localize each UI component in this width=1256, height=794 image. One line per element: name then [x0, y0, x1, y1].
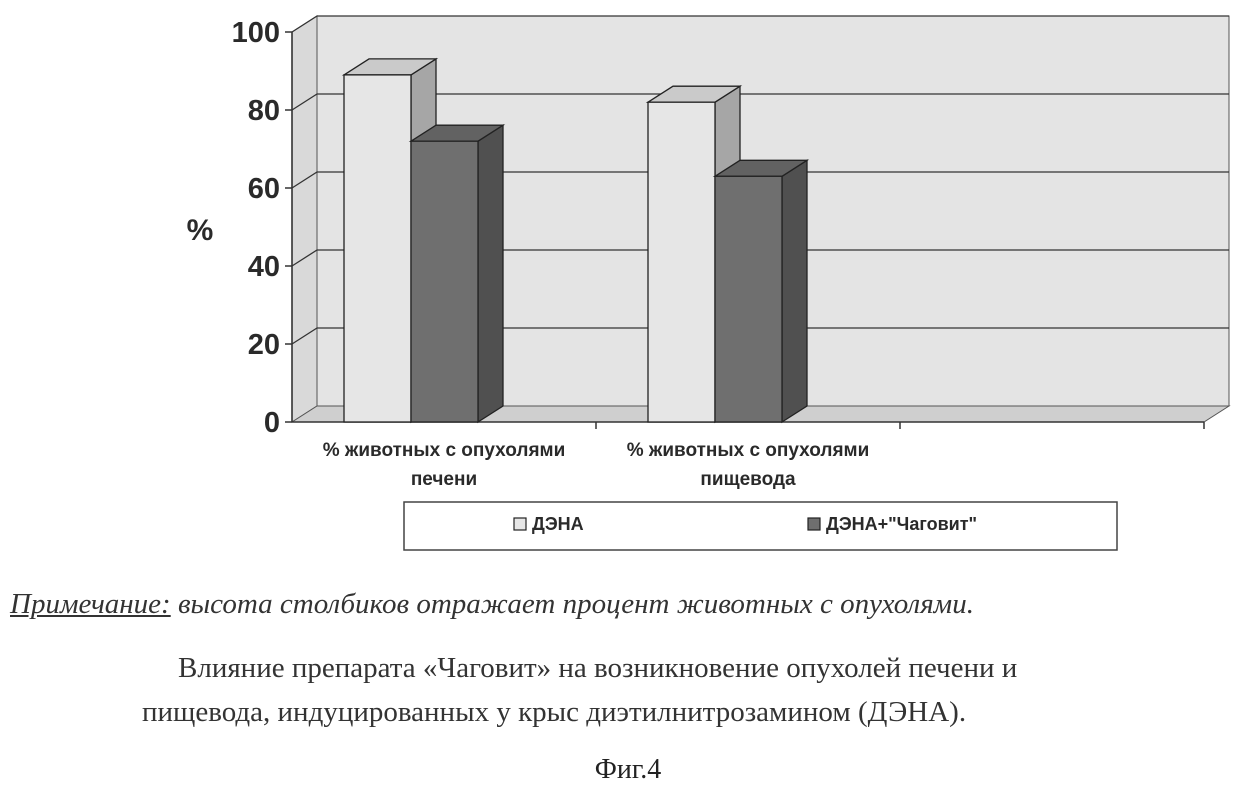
figure-caption-line-2: пищевода, индуцированных у крыс диэтилни… — [0, 696, 1256, 729]
y-tick-label: 100 — [232, 17, 280, 49]
legend-swatch — [808, 518, 820, 530]
y-tick-label: 60 — [248, 173, 280, 205]
legend-label: ДЭНА+"Чаговит" — [826, 514, 977, 534]
note-label: Примечание: — [10, 588, 171, 620]
figure-caption-line-1: Влияние препарата «Чаговит» на возникнов… — [70, 652, 1256, 685]
bar — [344, 75, 411, 422]
bar-side — [782, 160, 807, 422]
y-tick-label: 40 — [248, 251, 280, 283]
x-tick-label: % животных с опухолями — [627, 440, 870, 461]
y-tick-label: 0 — [264, 407, 280, 439]
y-tick-label: 80 — [248, 95, 280, 127]
chart-legend: ДЭНА ДЭНА+"Чаговит" — [404, 502, 1117, 550]
side-wall — [292, 16, 317, 422]
legend-swatch — [514, 518, 526, 530]
x-tick-label: % животных с опухолями — [323, 440, 566, 461]
y-axis-label: % — [187, 214, 214, 247]
legend-label: ДЭНА — [532, 514, 584, 534]
x-tick-label: пищевода — [700, 469, 796, 490]
bar-chart: 0 20 40 60 80 100% % животных с опухолями печен… — [0, 0, 1256, 570]
bar — [411, 141, 478, 422]
y-tick-label: 20 — [248, 329, 280, 361]
bar — [715, 176, 782, 422]
x-tick-label: печени — [411, 469, 477, 490]
figure-number: Фиг.4 — [0, 754, 1256, 786]
legend-box — [404, 502, 1117, 550]
bar — [648, 102, 715, 422]
bar-side — [478, 125, 503, 422]
note-text: высота столбиков отражает процент животн… — [171, 588, 974, 620]
chart-note: Примечание: высота столбиков отражает пр… — [10, 588, 974, 621]
